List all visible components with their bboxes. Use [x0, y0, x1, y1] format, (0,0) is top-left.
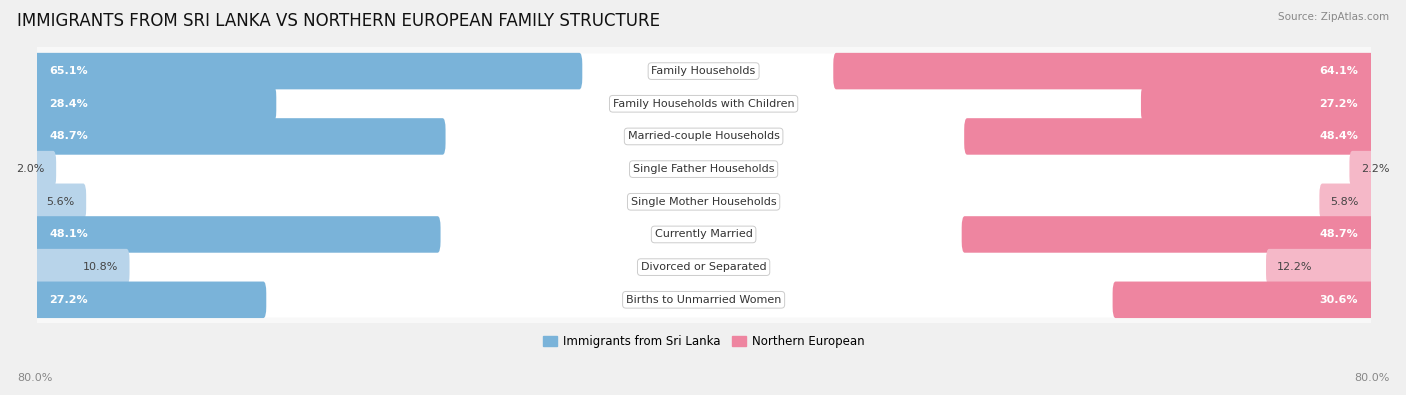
Text: 80.0%: 80.0% [17, 373, 52, 383]
Text: 5.6%: 5.6% [46, 197, 75, 207]
Text: 65.1%: 65.1% [49, 66, 87, 76]
Text: Births to Unmarried Women: Births to Unmarried Women [626, 295, 782, 305]
FancyBboxPatch shape [34, 176, 1374, 228]
Text: 64.1%: 64.1% [1319, 66, 1358, 76]
FancyBboxPatch shape [38, 184, 1369, 220]
Text: 30.6%: 30.6% [1320, 295, 1358, 305]
FancyBboxPatch shape [1350, 151, 1374, 187]
Text: Family Households with Children: Family Households with Children [613, 99, 794, 109]
FancyBboxPatch shape [34, 151, 56, 187]
Text: 48.7%: 48.7% [49, 132, 87, 141]
FancyBboxPatch shape [34, 216, 440, 253]
Text: Source: ZipAtlas.com: Source: ZipAtlas.com [1278, 12, 1389, 22]
FancyBboxPatch shape [38, 282, 1369, 318]
FancyBboxPatch shape [38, 53, 1369, 89]
FancyBboxPatch shape [38, 151, 1369, 187]
FancyBboxPatch shape [38, 250, 1369, 285]
Text: 80.0%: 80.0% [1354, 373, 1389, 383]
Text: 2.0%: 2.0% [17, 164, 45, 174]
FancyBboxPatch shape [34, 143, 1374, 195]
Text: Single Father Households: Single Father Households [633, 164, 775, 174]
Text: 27.2%: 27.2% [49, 295, 87, 305]
Text: 10.8%: 10.8% [83, 262, 118, 272]
Text: 48.4%: 48.4% [1319, 132, 1358, 141]
Text: Divorced or Separated: Divorced or Separated [641, 262, 766, 272]
FancyBboxPatch shape [34, 241, 1374, 293]
FancyBboxPatch shape [38, 86, 1369, 121]
FancyBboxPatch shape [1140, 85, 1374, 122]
FancyBboxPatch shape [834, 53, 1374, 89]
Text: Married-couple Households: Married-couple Households [627, 132, 779, 141]
Text: Family Households: Family Households [651, 66, 756, 76]
Text: 27.2%: 27.2% [1320, 99, 1358, 109]
FancyBboxPatch shape [34, 110, 1374, 163]
Text: Single Mother Households: Single Mother Households [631, 197, 776, 207]
Text: 28.4%: 28.4% [49, 99, 87, 109]
FancyBboxPatch shape [1319, 184, 1374, 220]
FancyBboxPatch shape [38, 217, 1369, 252]
FancyBboxPatch shape [34, 249, 129, 285]
Text: 5.8%: 5.8% [1330, 197, 1360, 207]
FancyBboxPatch shape [38, 119, 1369, 154]
Text: 48.1%: 48.1% [49, 229, 87, 239]
Legend: Immigrants from Sri Lanka, Northern European: Immigrants from Sri Lanka, Northern Euro… [538, 330, 869, 353]
FancyBboxPatch shape [1112, 282, 1374, 318]
FancyBboxPatch shape [34, 118, 446, 155]
Text: Currently Married: Currently Married [655, 229, 752, 239]
FancyBboxPatch shape [34, 85, 277, 122]
FancyBboxPatch shape [34, 45, 1374, 97]
FancyBboxPatch shape [34, 282, 266, 318]
Text: 12.2%: 12.2% [1277, 262, 1313, 272]
FancyBboxPatch shape [962, 216, 1374, 253]
FancyBboxPatch shape [34, 78, 1374, 130]
Text: 48.7%: 48.7% [1319, 229, 1358, 239]
Text: IMMIGRANTS FROM SRI LANKA VS NORTHERN EUROPEAN FAMILY STRUCTURE: IMMIGRANTS FROM SRI LANKA VS NORTHERN EU… [17, 12, 659, 30]
FancyBboxPatch shape [965, 118, 1374, 155]
FancyBboxPatch shape [34, 53, 582, 89]
FancyBboxPatch shape [34, 184, 86, 220]
FancyBboxPatch shape [34, 274, 1374, 326]
FancyBboxPatch shape [34, 208, 1374, 261]
FancyBboxPatch shape [1265, 249, 1374, 285]
Text: 2.2%: 2.2% [1361, 164, 1389, 174]
